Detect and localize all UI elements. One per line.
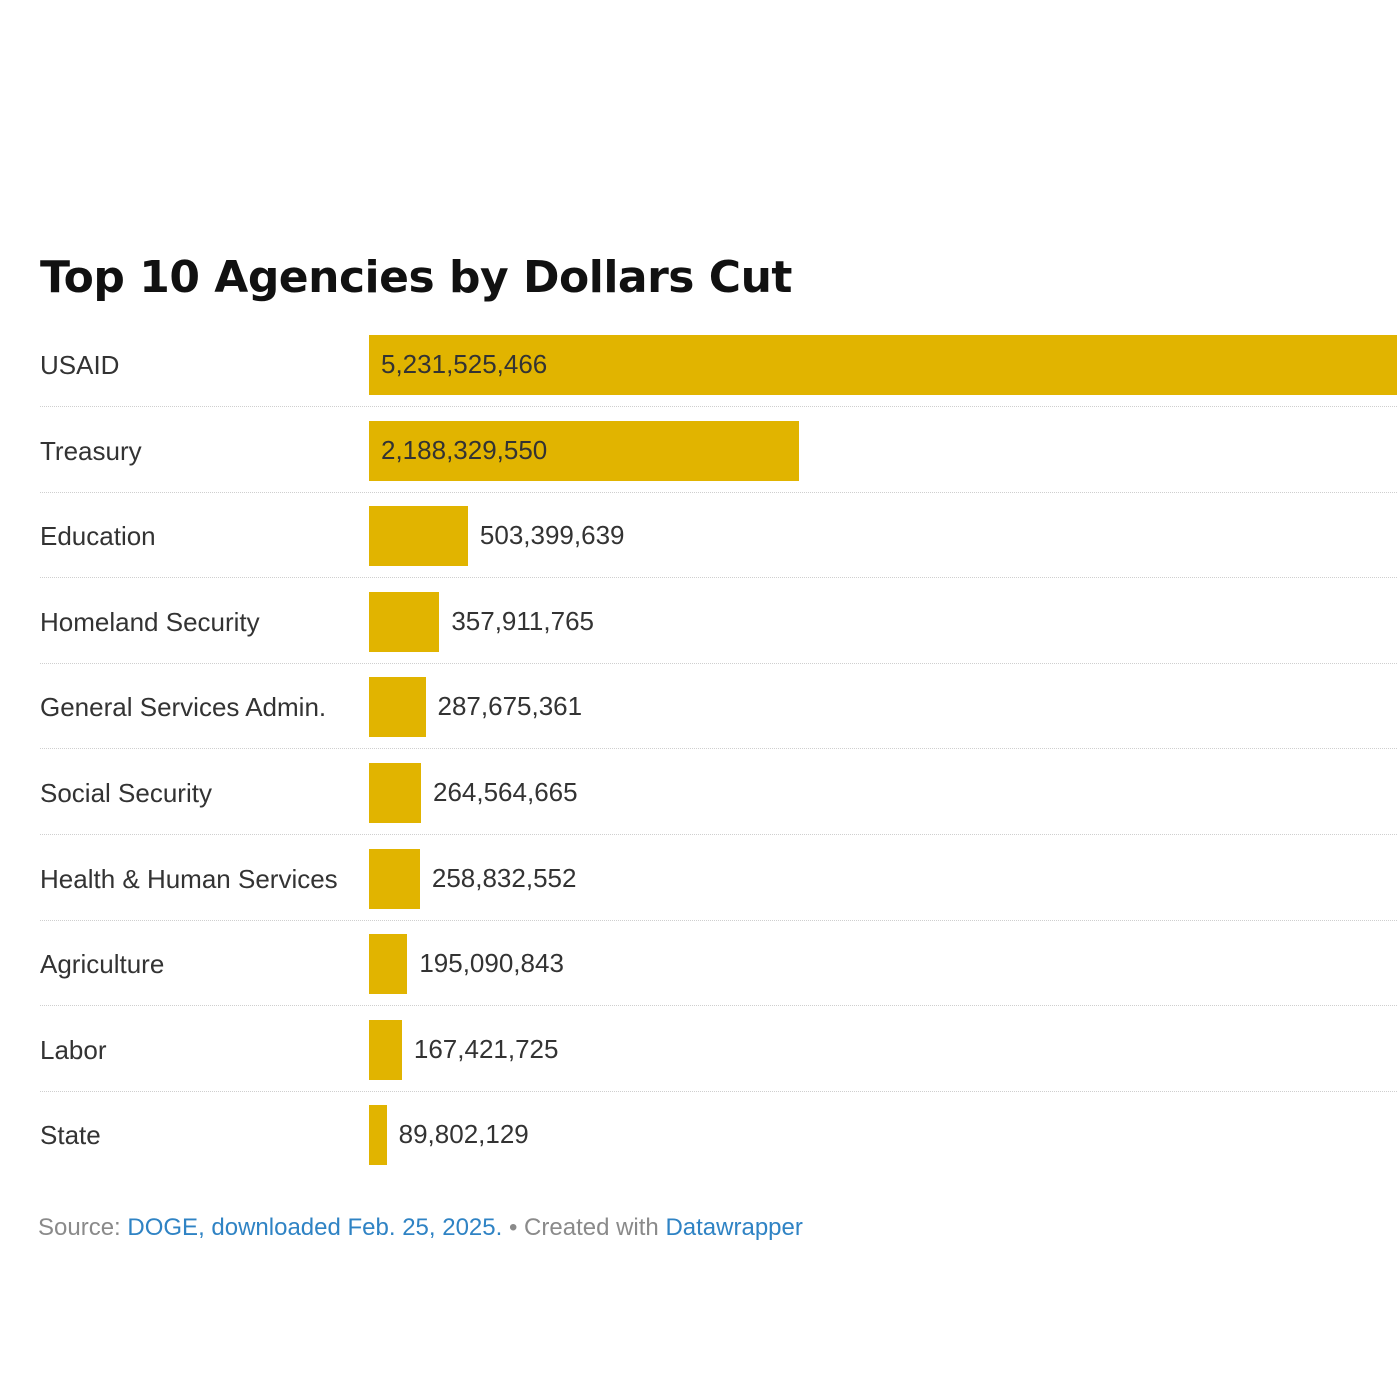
footer-separator: • — [508, 1214, 518, 1241]
bar-chart: USAID 5,231,525,466 Treasury 2,188,329,550 E… — [40, 334, 1397, 1170]
bar-row: Labor 167,421,725 — [40, 1019, 1397, 1105]
row-separator — [40, 491, 1397, 493]
chart-title: Top 10 Agencies by Dollars Cut — [40, 252, 792, 303]
row-separator — [40, 662, 1397, 664]
value-label: 287,675,361 — [437, 691, 583, 722]
bar — [369, 335, 1397, 395]
row-separator — [40, 577, 1397, 579]
row-separator — [40, 748, 1397, 750]
category-label: Labor — [40, 1034, 107, 1065]
bar — [369, 848, 420, 909]
bar-row: General Services Admin. 287,675,361 — [40, 676, 1397, 762]
value-label: 2,188,329,550 — [381, 434, 548, 465]
value-label: 264,564,665 — [432, 777, 578, 807]
value-label: 357,911,765 — [451, 605, 594, 636]
value-label: 195,090,843 — [419, 948, 564, 979]
bar-row: Social Security 264,564,665 — [40, 762, 1397, 848]
category-label: State — [40, 1120, 101, 1151]
category-label: Agriculture — [40, 949, 165, 980]
bar-row: State 89,802,129 — [40, 1104, 1397, 1190]
bar-row: Homeland Security 357,911,765 — [40, 591, 1397, 677]
bar — [369, 506, 468, 567]
bar — [369, 1019, 402, 1080]
category-label: Health & Human Services — [40, 863, 338, 894]
value-label: 258,832,552 — [431, 862, 577, 893]
bar-row: USAID 5,231,525,466 — [40, 334, 1397, 420]
row-separator — [40, 406, 1397, 407]
category-label: USAID — [40, 350, 120, 380]
bar-row: Health & Human Services 258,832,552 — [40, 848, 1397, 934]
row-separator — [40, 1090, 1397, 1092]
value-label: 167,421,725 — [413, 1033, 559, 1064]
bar — [369, 763, 421, 823]
bar — [369, 934, 408, 995]
datawrapper-link[interactable]: Datawrapper — [665, 1214, 803, 1241]
value-label: 503,399,639 — [479, 520, 625, 551]
bar — [369, 420, 799, 481]
category-label: General Services Admin. — [40, 692, 327, 723]
chart-footer: Source: DOGE, downloaded Feb. 25, 2025. … — [38, 1214, 803, 1242]
bar-row: Education 503,399,639 — [40, 505, 1397, 591]
source-link[interactable]: DOGE, downloaded Feb. 25, 2025. — [127, 1214, 503, 1241]
created-with-label: Created with — [524, 1214, 659, 1241]
category-label: Homeland Security — [40, 606, 260, 637]
bar — [369, 677, 426, 738]
bar — [369, 591, 440, 652]
value-label: 5,231,525,466 — [381, 349, 548, 379]
bar-row: Treasury 2,188,329,550 — [40, 420, 1397, 506]
row-separator — [40, 1005, 1397, 1007]
row-separator — [40, 834, 1397, 835]
category-label: Treasury — [40, 435, 142, 466]
category-label: Education — [40, 521, 156, 552]
bar — [369, 1105, 387, 1166]
category-label: Social Security — [40, 778, 212, 808]
value-label: 89,802,129 — [398, 1119, 529, 1150]
bar-row: Agriculture 195,090,843 — [40, 933, 1397, 1019]
source-label: Source: — [38, 1214, 121, 1241]
row-separator — [40, 919, 1397, 921]
